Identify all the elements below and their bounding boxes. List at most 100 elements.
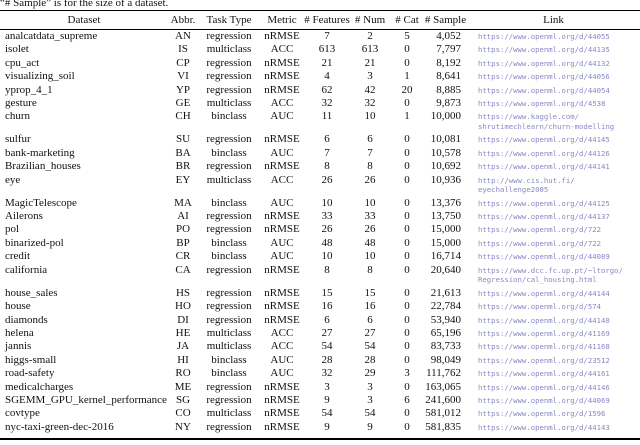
num-samples: 15,000 — [430, 236, 461, 249]
num-numerical: 27 — [364, 326, 376, 339]
task-type: binclass — [211, 236, 247, 249]
num-features: 54 — [321, 407, 333, 420]
dataset-link[interactable]: https://www.openml.org/d/574 — [478, 302, 602, 312]
metric: AUC — [270, 110, 294, 123]
dataset-link-cell: https://www.openml.org/d/44089 — [467, 250, 640, 263]
dataset-link[interactable]: https://www.openml.org/d/44069 — [478, 395, 610, 405]
table-row: yprop_4_1 YP regression nRMSE 62 42 20 8,885 htt… — [0, 84, 640, 97]
metric: nRMSE — [264, 70, 300, 83]
dataset-link-cell: https://www.openml.org/d/44143 — [467, 421, 640, 439]
dataset-name: churn — [5, 110, 31, 123]
num-numerical: 8 — [367, 160, 373, 173]
dataset-link[interactable]: https://www.openml.org/d/41168 — [478, 342, 610, 352]
table-row: bank-marketing BA binclass AUC 7 7 0 10,578 http… — [0, 147, 640, 160]
col-header-num-categorical: # Cat — [395, 14, 419, 26]
num-samples: 7,797 — [436, 43, 461, 56]
dataset-link[interactable]: https://www.openml.org/d/44143 — [478, 422, 610, 432]
num-samples: 13,376 — [430, 196, 461, 209]
dataset-link[interactable]: https://www.openml.org/d/722 — [478, 238, 602, 248]
dataset-link-cell: https://www.openml.org/d/44125 — [467, 197, 640, 210]
dataset-link[interactable]: https://www.kaggle.com/shrutimechlearn/c… — [478, 112, 615, 132]
num-samples: 98,049 — [430, 353, 461, 366]
dataset-link[interactable]: https://www.openml.org/d/44144 — [478, 288, 610, 298]
num-numerical: 26 — [364, 173, 376, 186]
metric: AUC — [270, 367, 294, 380]
task-type: multiclass — [206, 43, 252, 56]
num-samples: 83,733 — [430, 340, 461, 353]
task-type: regression — [206, 223, 252, 236]
dataset-link[interactable]: https://www.openml.org/d/44125 — [478, 198, 610, 208]
dataset-link-cell: http://www.cis.hut.fi/eyechallenge2005 — [467, 174, 640, 197]
num-features: 8 — [324, 160, 330, 173]
dataset-link[interactable]: https://www.openml.org/d/44161 — [478, 369, 610, 379]
num-samples: 16,714 — [430, 250, 461, 263]
dataset-link[interactable]: https://www.openml.org/d/44132 — [478, 58, 610, 68]
table-row: house_sales HS regression nRMSE 15 15 0 21,613 h… — [0, 287, 640, 300]
dataset-link[interactable]: https://www.openml.org/d/44054 — [478, 85, 610, 95]
metric: ACC — [270, 97, 294, 110]
num-features: 8 — [324, 263, 330, 276]
dataset-link-cell: https://www.dcc.fc.up.pt/~ltorgo/Regress… — [467, 264, 640, 287]
num-categorical: 0 — [404, 160, 410, 173]
num-numerical: 7 — [367, 146, 373, 159]
dataset-link[interactable]: https://www.openml.org/d/44089 — [478, 252, 610, 262]
num-samples: 53,940 — [430, 313, 461, 326]
dataset-name: diamonds — [5, 313, 48, 326]
dataset-abbr: CO — [175, 407, 191, 420]
task-type: regression — [206, 210, 252, 223]
dataset-name: sulfur — [5, 133, 31, 146]
task-type: binclass — [211, 110, 247, 123]
dataset-link-cell: https://www.openml.org/d/44056 — [467, 70, 640, 83]
dataset-link[interactable]: https://www.openml.org/d/44126 — [478, 148, 610, 158]
metric: nRMSE — [264, 83, 300, 96]
task-type: multiclass — [206, 173, 252, 186]
dataset-link[interactable]: https://www.openml.org/d/44056 — [478, 72, 610, 82]
table-caption: “# Sample” is for the size of a dataset. — [0, 0, 169, 9]
dataset-link[interactable]: https://www.openml.org/d/1596 — [478, 409, 606, 419]
dataset-abbr: JA — [176, 340, 190, 353]
num-samples: 581,835 — [425, 420, 461, 433]
dataset-link[interactable]: http://www.cis.hut.fi/eyechallenge2005 — [478, 175, 575, 195]
dataset-link[interactable]: https://www.openml.org/d/44137 — [478, 212, 610, 222]
num-numerical: 10 — [364, 110, 376, 123]
num-samples: 10,936 — [430, 173, 461, 186]
dataset-link[interactable]: https://www.openml.org/d/722 — [478, 225, 602, 235]
dataset-link[interactable]: https://www.openml.org/d/44145 — [478, 135, 610, 145]
table-row: Ailerons AI regression nRMSE 33 33 0 13,750 http… — [0, 210, 640, 223]
dataset-link-cell: https://www.openml.org/d/44055 — [467, 30, 640, 44]
num-numerical: 3 — [367, 70, 373, 83]
table-row: nyc-taxi-green-dec-2016 NY regression nRMSE… — [0, 421, 640, 439]
dataset-link[interactable]: https://www.openml.org/d/44055 — [478, 32, 610, 41]
dataset-link-cell: https://www.openml.org/d/44161 — [467, 367, 640, 380]
num-numerical: 8 — [367, 263, 373, 276]
num-features: 9 — [324, 420, 330, 433]
dataset-link[interactable]: https://www.openml.org/d/41169 — [478, 328, 610, 338]
dataset-link[interactable]: https://www.openml.org/d/44141 — [478, 162, 610, 172]
dataset-link[interactable]: https://www.dcc.fc.up.pt/~ltorgo/Regress… — [478, 265, 623, 285]
table-row: cpu_act CP regression nRMSE 21 21 0 8,192 https:… — [0, 57, 640, 70]
table-row: isolet IS multiclass ACC 613 613 0 7,797 https:/… — [0, 43, 640, 56]
num-categorical: 0 — [404, 146, 410, 159]
dataset-abbr: HE — [175, 326, 191, 339]
dataset-link-cell: https://www.openml.org/d/44144 — [467, 287, 640, 300]
table-row: credit CR binclass AUC 10 10 0 16,714 https://ww… — [0, 250, 640, 263]
dataset-link[interactable]: https://www.openml.org/d/44140 — [478, 315, 610, 325]
dataset-name: cpu_act — [5, 56, 40, 69]
dataset-name: SGEMM_GPU_kernel_performance — [5, 393, 167, 406]
dataset-link[interactable]: https://www.openml.org/d/23512 — [478, 355, 610, 365]
num-numerical: 15 — [364, 286, 376, 299]
table-row: binarized-pol BP binclass AUC 48 48 0 15,000 htt… — [0, 237, 640, 250]
dataset-link[interactable]: https://www.openml.org/d/44146 — [478, 382, 610, 392]
table-row: Brazilian_houses BR regression nRMSE 8 8 0 10,6… — [0, 160, 640, 173]
dataset-link[interactable]: https://www.openml.org/d/4538 — [478, 99, 606, 109]
dataset-link[interactable]: https://www.openml.org/d/44135 — [478, 45, 610, 55]
dataset-name: medicalcharges — [5, 380, 74, 393]
dataset-abbr: YP — [175, 83, 191, 96]
table-row: churn CH binclass AUC 11 10 1 10,000 https://www… — [0, 110, 640, 133]
num-categorical: 0 — [404, 353, 410, 366]
datasets-table: Dataset Abbr. Task Type Metric # Features # N… — [0, 10, 640, 441]
table-row: SGEMM_GPU_kernel_performance SG regression… — [0, 394, 640, 407]
table-row: medicalcharges ME regression nRMSE 3 3 0 163,06… — [0, 381, 640, 394]
metric: nRMSE — [264, 210, 300, 223]
num-numerical: 28 — [364, 353, 376, 366]
